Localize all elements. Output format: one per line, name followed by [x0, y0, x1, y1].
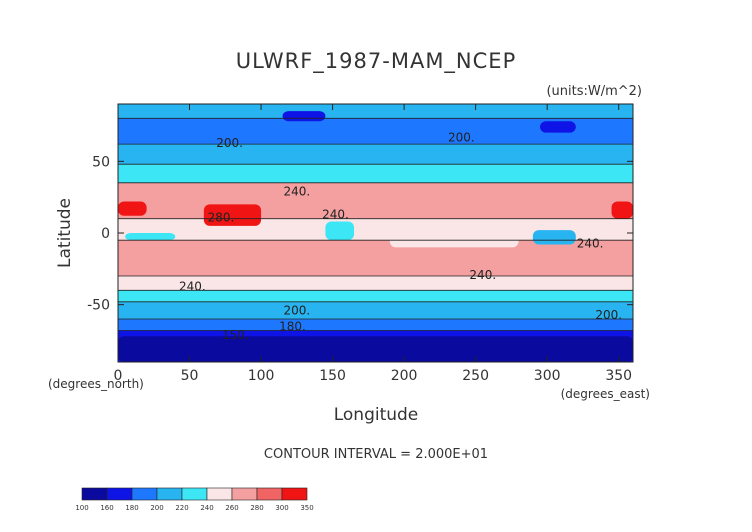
contour-label-1: 200. — [448, 130, 475, 144]
contour-label-7: 240. — [179, 279, 206, 293]
heat-band-9 — [118, 301, 633, 319]
colorbar-label-5: 240 — [200, 504, 213, 512]
colorbar-swatch-1 — [106, 487, 133, 501]
colorbar-swatch-6 — [231, 487, 258, 501]
heat-region-3 — [532, 230, 576, 245]
x-tick-label-7: 350 — [605, 368, 632, 384]
heat-band-3 — [118, 164, 633, 183]
chart-units: (units:W/m^2) — [546, 84, 642, 99]
x-tick-label-3: 150 — [319, 368, 346, 384]
heat-region-7 — [118, 336, 633, 362]
colorbar-label-6: 260 — [225, 504, 238, 512]
y-tick-label-1: 0 — [101, 226, 110, 242]
colorbar-label-8: 300 — [275, 504, 288, 512]
colorbar-swatch-2 — [131, 487, 158, 501]
colorbar-label-9: 350 — [300, 504, 313, 512]
x-tick-label-4: 200 — [391, 368, 418, 384]
y-unit-label: (degrees_north) — [48, 377, 144, 391]
colorbar-label-2: 180 — [125, 504, 138, 512]
heat-region-2 — [611, 201, 633, 219]
contour-label-3: 240. — [322, 208, 349, 222]
x-tick-label-2: 100 — [248, 368, 275, 384]
x-axis-ticks: 0 50 100 150 200 250 300 350 — [114, 104, 632, 384]
heat-band-8 — [118, 290, 633, 302]
colorbar-swatch-8 — [281, 487, 308, 501]
heat-band-6 — [118, 240, 633, 276]
contour-label-6: 240. — [469, 268, 496, 282]
contour-label-11: 150. — [222, 328, 249, 342]
colorbar-label-0: 100 — [75, 504, 88, 512]
colorbar-label-1: 160 — [100, 504, 113, 512]
x-tick-label-0: 0 — [114, 368, 123, 384]
heat-band-0 — [118, 104, 633, 119]
chart-title: ULWRF_1987-MAM_NCEP — [236, 49, 517, 74]
colorbar-label-4: 220 — [175, 504, 188, 512]
contour-label-8: 200. — [283, 304, 310, 318]
contour-label-4: 280. — [208, 211, 235, 225]
colorbar-swatch-7 — [256, 487, 283, 501]
colorbar-label-3: 200 — [150, 504, 163, 512]
contour-label-10: 180. — [279, 319, 306, 333]
heat-region-6 — [389, 225, 519, 248]
contour-label-2: 240. — [283, 185, 310, 199]
contour-label-0: 200. — [216, 136, 243, 150]
heat-band-2 — [118, 144, 633, 165]
y-axis-ticks: -50 0 50 — [87, 154, 633, 314]
x-tick-label-6: 300 — [534, 368, 561, 384]
heat-region-8 — [282, 111, 326, 122]
colorbar-swatch-5 — [206, 487, 233, 501]
heat-band-4 — [118, 182, 633, 219]
contour-interval-text: CONTOUR INTERVAL = 2.000E+01 — [264, 447, 488, 462]
heat-band-7 — [118, 276, 633, 291]
colorbar-label-7: 280 — [250, 504, 263, 512]
heatmap-fills — [118, 104, 633, 362]
y-tick-label-0: -50 — [87, 298, 110, 314]
heat-region-1 — [203, 204, 262, 226]
x-unit-label: (degrees_east) — [561, 387, 650, 401]
contour-labels: 200. 200. 240. 240. 280. 240. 240. 240. 200. 200.… — [179, 130, 622, 342]
x-tick-label-1: 50 — [181, 368, 199, 384]
contour-label-9: 200. — [595, 308, 622, 322]
colorbar-swatch-3 — [156, 487, 183, 501]
heat-region-4 — [125, 233, 176, 241]
heat-region-9 — [540, 121, 576, 133]
heat-band-10 — [118, 319, 633, 331]
heat-region-5 — [325, 221, 355, 241]
x-tick-label-5: 250 — [462, 368, 489, 384]
heat-region-0 — [118, 201, 147, 216]
y-tick-label-2: 50 — [92, 154, 110, 170]
contour-label-5: 240. — [577, 236, 604, 250]
y-axis-label: Latitude — [55, 198, 75, 268]
colorbar-swatch-0 — [81, 487, 108, 501]
colorbar: 100 160 180 200 220 240 260 280 300 350 — [75, 487, 314, 512]
x-axis-label: Longitude — [334, 405, 419, 425]
colorbar-swatch-4 — [181, 487, 208, 501]
